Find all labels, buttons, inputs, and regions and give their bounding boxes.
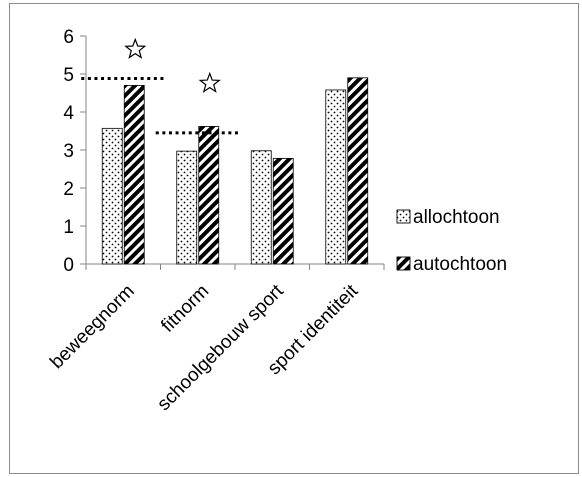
- legend-swatch-autochtoon: [396, 256, 411, 271]
- y-tick-label: 3: [63, 141, 74, 162]
- star-icon: [198, 71, 221, 93]
- bar-allochtoon-1: [176, 150, 198, 265]
- bar-autochtoon-1: [198, 126, 220, 265]
- bar-allochtoon-2: [250, 150, 272, 265]
- category-label: fitnorm: [157, 281, 213, 337]
- legend: allochtoon autochtoon: [396, 207, 507, 275]
- legend-swatch-allochtoon: [396, 209, 411, 224]
- star-icon: [124, 37, 147, 59]
- y-tick-label: 1: [63, 217, 74, 238]
- bar-autochtoon-2: [272, 157, 294, 265]
- category-label: beweegnorm: [46, 281, 139, 374]
- y-tick-label: 6: [63, 27, 74, 48]
- legend-label-autochtoon: autochtoon: [413, 254, 507, 275]
- y-tick-label: 2: [63, 179, 74, 200]
- y-tick-label: 4: [63, 103, 74, 124]
- y-tick-label: 5: [63, 65, 74, 86]
- bar-allochtoon-3: [325, 89, 347, 265]
- bar-allochtoon-0: [101, 127, 123, 265]
- bar-autochtoon-3: [347, 77, 369, 265]
- y-tick-label: 0: [63, 255, 74, 276]
- bar-autochtoon-0: [123, 85, 145, 265]
- significance-markers: [124, 37, 221, 93]
- bars: [101, 77, 369, 265]
- category-label: schoolgebouw sport: [153, 280, 288, 415]
- reference-lines: [81, 77, 240, 135]
- legend-label-allochtoon: allochtoon: [413, 207, 500, 228]
